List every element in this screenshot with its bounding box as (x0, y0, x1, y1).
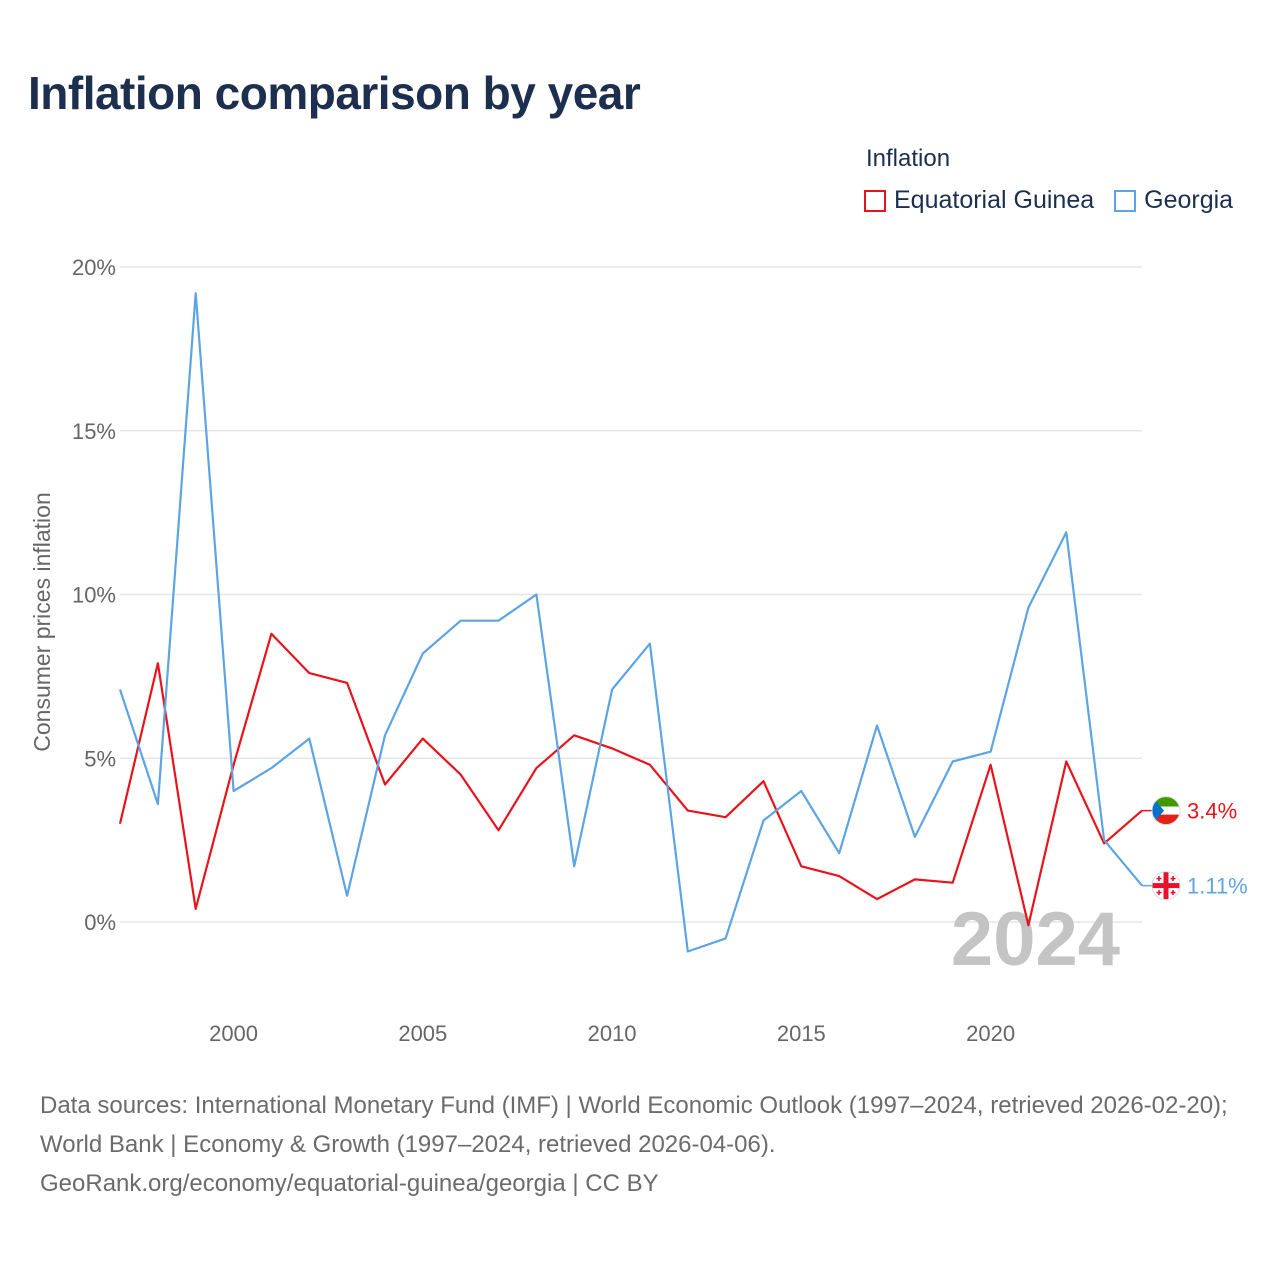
chart-title: Inflation comparison by year (28, 67, 641, 119)
x-tick-label: 2010 (588, 1021, 637, 1046)
legend-item-equatorial-guinea[interactable]: Equatorial Guinea (864, 186, 1094, 215)
end-label-georgia: 1.11% (1187, 874, 1248, 899)
year-stamp: 2024 (951, 897, 1120, 982)
y-tick-label: 20% (72, 255, 116, 280)
legend-item-georgia[interactable]: Georgia (1114, 186, 1233, 215)
legend-swatch-equatorial-guinea (864, 189, 886, 212)
legend-label-georgia: Georgia (1144, 186, 1234, 214)
x-tick-label: 2005 (398, 1021, 447, 1046)
equatorial-guinea-flag-icon (1151, 796, 1181, 826)
chart: 0% 5% 10% 15% 20% 2000 2005 2010 2015 2020 Consu… (29, 255, 1248, 1046)
x-tick-label: 2000 (209, 1021, 258, 1046)
series-line-georgia[interactable] (118, 292, 1143, 953)
legend: Equatorial Guinea Georgia (864, 186, 1233, 215)
legend-label-equatorial-guinea: Equatorial Guinea (894, 186, 1095, 214)
y-tick-label: 0% (84, 910, 116, 935)
series-line-equatorial-guinea[interactable] (118, 632, 1143, 927)
y-axis-label: Consumer prices inflation (29, 492, 55, 752)
legend-swatch-georgia (1114, 189, 1137, 212)
end-label-equatorial-guinea: 3.4% (1187, 799, 1237, 824)
georgia-flag-icon (1151, 871, 1181, 901)
legend-title: Inflation (866, 145, 951, 172)
y-tick-label: 15% (72, 419, 116, 444)
y-tick-label: 10% (72, 583, 116, 608)
y-tick-label: 5% (84, 746, 116, 771)
x-tick-label: 2015 (777, 1021, 826, 1046)
source-text: Data sources: International Monetary Fun… (40, 1092, 1228, 1158)
source-note: Data sources: International Monetary Fun… (40, 1086, 1250, 1203)
source-credit[interactable]: GeoRank.org/economy/equatorial-guinea/ge… (40, 1170, 659, 1197)
x-tick-label: 2020 (966, 1021, 1015, 1046)
